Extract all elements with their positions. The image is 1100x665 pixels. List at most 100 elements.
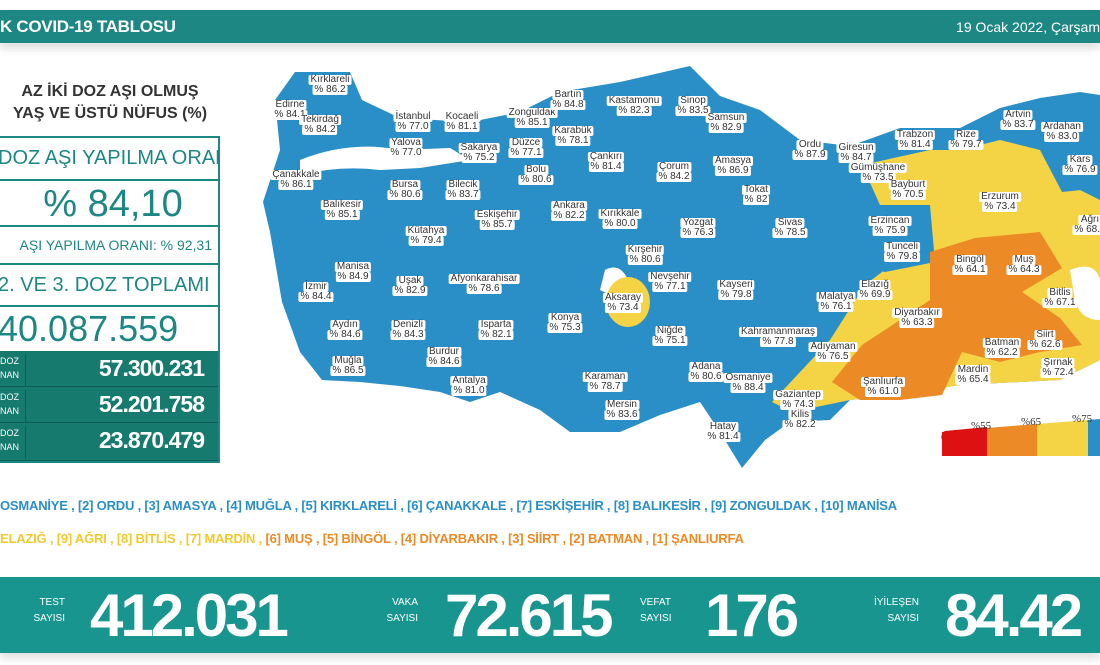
province-name: Kilis <box>788 409 812 420</box>
province-label-eskişehir: Eskişehir% 85.7 <box>474 209 520 230</box>
province-value: % 61.0 <box>865 386 901 397</box>
province-label-aksaray: Aksaray% 73.4 <box>602 293 644 313</box>
province-label-nevşehir: Nevşehir% 77.1 <box>648 272 692 292</box>
province-label-isparta: Isparta% 82.1 <box>478 320 514 340</box>
province-label-çankırı: Çankırı% 81.4 <box>587 151 625 172</box>
province-value: % 77.0 <box>395 121 431 132</box>
province-name: Tunceli <box>884 241 920 252</box>
province-label-kayseri: Kayseri% 79.8 <box>717 280 755 300</box>
province-value: % 86.1 <box>278 179 314 190</box>
province-value: % 78.5 <box>772 227 808 238</box>
province-value: % 75.1 <box>652 335 688 346</box>
province-label-niğde: Niğde% 75.1 <box>652 325 688 346</box>
province-name: Çankırı <box>587 151 625 162</box>
dose-row-3: DOZ NAN 23.870.479 <box>0 423 218 461</box>
province-label-ardahan: Ardahan% 83.0 <box>1041 122 1083 142</box>
province-value: % 82.2 <box>551 210 587 221</box>
panel-title-line2: YAŞ VE ÜSTÜ NÜFUS (%) <box>12 105 208 122</box>
province-value: % 84.8 <box>550 99 586 110</box>
province-value: % 85.1 <box>514 117 550 128</box>
province-value: % 84.6 <box>327 329 363 340</box>
lake-van <box>1070 266 1100 320</box>
province-value: % 82.3 <box>616 105 652 116</box>
province-value: % 81.0 <box>451 385 487 396</box>
province-label-edirne: Edirne% 84.1 <box>272 100 308 120</box>
province-label-muğla: Muğla% 86.5 <box>330 355 366 376</box>
province-label-kocaeli: Kocaeli% 81.1 <box>443 111 481 132</box>
province-name: Elazığ <box>859 279 891 290</box>
province-value: % 62.6 <box>1027 339 1063 350</box>
province-value: % 81.4 <box>588 161 624 172</box>
province-name: Adıyaman <box>808 341 858 352</box>
province-label-bayburt: Bayburt% 70.5 <box>888 180 928 200</box>
province-name: Trabzon <box>894 129 936 140</box>
province-label-diyarbakır: Diyarbakır% 63.3 <box>892 308 942 328</box>
province-label-zonguldak: Zonguldak% 85.1 <box>506 108 558 128</box>
province-value: % 84.7 <box>838 152 874 163</box>
province-name: Düzce <box>509 137 543 148</box>
province-value: % 84.4 <box>298 291 334 302</box>
province-name: Siirt <box>1034 329 1056 340</box>
province-label-düzce: Düzce% 77.1 <box>508 137 544 158</box>
province-value: % 64.3 <box>1006 264 1042 275</box>
province-label-yozgat: Yozgat% 76.3 <box>680 217 716 238</box>
province-name: Ankara <box>551 200 587 211</box>
province-value: % 84.3 <box>390 329 426 340</box>
province-value: % 68.8 <box>1072 225 1100 235</box>
death-label-1: VEFAT <box>640 597 671 608</box>
dose-row-1: DOZ NAN 57.300.231 <box>0 351 218 387</box>
province-name: Uşak <box>396 275 424 286</box>
province-name: Yozgat <box>680 217 716 228</box>
province-value: % 86.9 <box>715 165 751 176</box>
province-value: % 78.6 <box>466 283 502 294</box>
province-label-giresun: Giresun% 84.7 <box>836 143 876 163</box>
province-name: Diyarbakır <box>892 307 942 318</box>
province-label-mersin: Mersin% 83.6 <box>604 400 640 420</box>
province-label-antalya: Antalya% 81.0 <box>450 375 488 396</box>
province-value: % 84.6 <box>426 356 462 367</box>
province-name: Bolu <box>523 164 549 175</box>
total-label: 2. VE 3. DOZ TOPLAMI <box>0 265 218 307</box>
province-value: % 83.6 <box>604 409 640 420</box>
legend-label-75: %75 <box>1072 413 1093 425</box>
dose-label: DOZ NAN <box>0 426 26 459</box>
province-value: % 76.5 <box>815 351 851 362</box>
province-label-burdur: Burdur% 84.6 <box>426 347 462 367</box>
province-name: İstanbul <box>393 111 433 122</box>
province-label-tunceli: Tunceli% 79.8 <box>884 242 920 262</box>
case-label-2: SAYISI <box>386 613 419 624</box>
province-name: Eskişehir <box>474 209 520 220</box>
case-label: VAKA SAYISI <box>370 595 419 627</box>
dose-label: DOZ NAN <box>0 390 26 423</box>
province-name: Kırklareli <box>308 74 352 85</box>
province-name: Kocaeli <box>443 111 481 122</box>
province-value: % 77.8 <box>760 336 796 347</box>
province-name: Antalya <box>450 375 488 386</box>
province-value: % 79.8 <box>884 251 920 262</box>
rate2-text: AŞI YAPILMA ORANI: % 92,31 <box>0 227 218 265</box>
province-name: Yalova <box>389 137 423 148</box>
province-value: % 86.5 <box>330 365 366 376</box>
ranking-top: OSMANİYE , [2] ORDU , [3] AMASYA , [4] M… <box>0 498 897 513</box>
province-value: % 67.1 <box>1042 297 1078 308</box>
province-label-osmaniye: Osmaniye% 88.4 <box>723 373 773 393</box>
dose-label-line1: DOZ <box>0 392 19 402</box>
province-name: Şırnak <box>1041 357 1075 368</box>
province-label-afyonkarahisar: Afyonkarahisar% 78.6 <box>448 274 520 294</box>
recovered-label-1: İYİLEŞEN <box>873 597 919 608</box>
province-name: Sakarya <box>458 142 500 153</box>
province-value: % 74.3 <box>780 399 816 410</box>
province-name: Kütahya <box>405 225 447 236</box>
province-value: % 88.4 <box>730 382 766 393</box>
province-name: Muğla <box>332 355 364 366</box>
province-label-batman: Batman% 62.2 <box>982 338 1022 358</box>
panel-title-line1: AZ İKİ DOZ AŞI OLMUŞ <box>21 83 199 100</box>
province-label-kırklareli: Kırklareli% 86.2 <box>308 74 352 95</box>
province-name: Kahramanmaraş <box>739 326 817 337</box>
province-value: % 83.5 <box>675 105 711 116</box>
province-name: Ordu <box>796 139 824 150</box>
province-label-i̇stanbul: İstanbul% 77.0 <box>393 111 433 132</box>
province-name: Niğde <box>654 325 686 336</box>
province-label-kırıkkale: Kırıkkale% 80.0 <box>598 209 642 229</box>
province-label-konya: Konya% 75.3 <box>547 313 583 333</box>
